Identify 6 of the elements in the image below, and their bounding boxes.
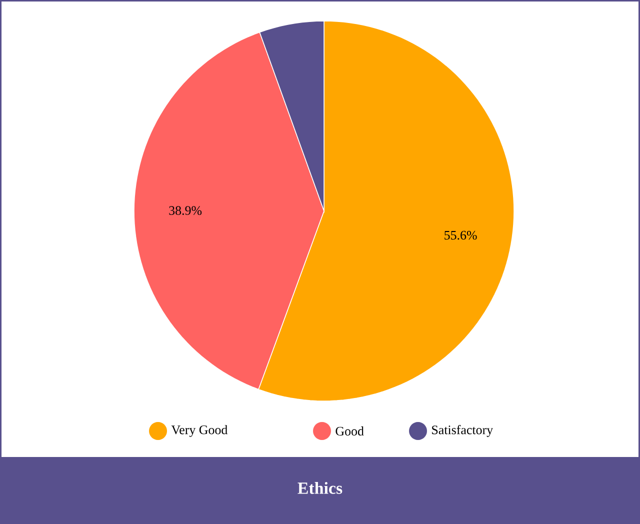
legend-label: Very Good [171, 425, 228, 437]
text: Ethics [298, 482, 342, 494]
data-label: 38.9% [169, 206, 202, 215]
legend-label: Satisfactory [432, 425, 494, 437]
data-label: 55.6% [444, 230, 477, 240]
legend-label: Good [336, 426, 364, 436]
